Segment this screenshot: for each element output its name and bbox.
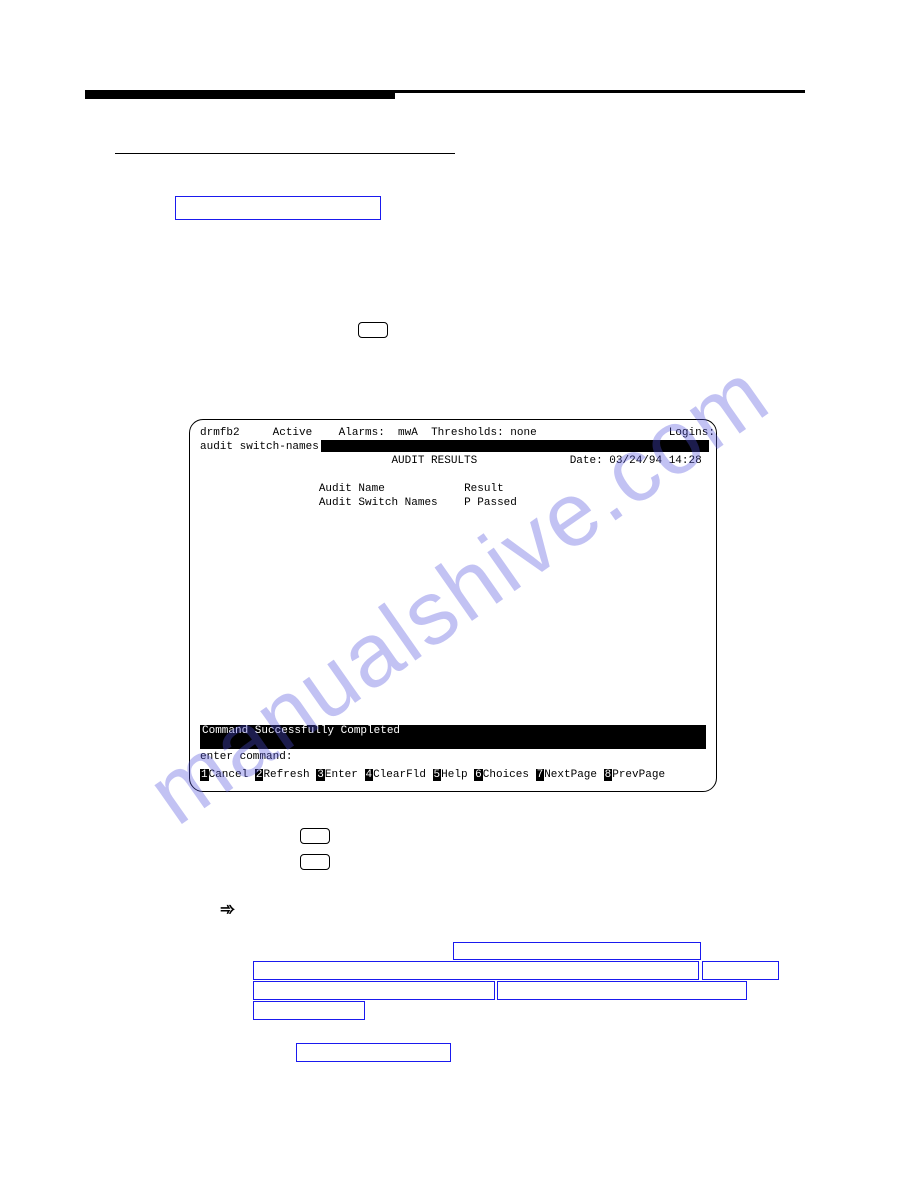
f4-num: 4 <box>365 769 374 781</box>
f1-label[interactable]: Cancel <box>209 769 249 781</box>
f8-label[interactable]: PrevPage <box>612 769 665 781</box>
f6-num: 6 <box>474 769 483 781</box>
link-box[interactable] <box>453 942 701 960</box>
link-box[interactable] <box>702 961 779 980</box>
link-box[interactable] <box>296 1043 451 1062</box>
f7-label[interactable]: NextPage <box>544 769 597 781</box>
link-box[interactable] <box>253 1001 365 1020</box>
f3-label[interactable]: Enter <box>325 769 358 781</box>
f4-label[interactable]: ClearFld <box>373 769 426 781</box>
link-box[interactable] <box>253 961 699 980</box>
blank-row <box>200 468 706 482</box>
header-rule-thick <box>85 93 395 99</box>
key-box <box>358 322 388 338</box>
f5-num: 5 <box>433 769 442 781</box>
alarms-label: Alarms: mwA <box>339 427 418 439</box>
key-box <box>300 854 330 870</box>
cmd-value: switch-names <box>240 441 319 453</box>
terminal-cols: Audit Name Result <box>200 482 706 496</box>
note-arrow-icon: ➾ <box>220 899 235 920</box>
enter-command-prompt[interactable]: enter command: <box>200 751 292 763</box>
thresholds-label: Thresholds: none <box>431 427 537 439</box>
f3-num: 3 <box>316 769 325 781</box>
terminal-header: drmfb2 Active Alarms: mwA Thresholds: no… <box>200 426 706 440</box>
f8-num: 8 <box>604 769 613 781</box>
row-name: Audit Switch Names <box>319 497 438 509</box>
section-rule <box>115 153 455 154</box>
key-box <box>300 828 330 844</box>
terminal-title: AUDIT RESULTS <box>391 455 477 467</box>
logins-label: Logins: 4 <box>669 427 717 439</box>
host-label: drmfb2 <box>200 427 240 439</box>
row-result: P Passed <box>464 497 517 509</box>
f7-num: 7 <box>536 769 545 781</box>
f6-label[interactable]: Choices <box>483 769 529 781</box>
terminal-status: Command Successfully Completed <box>200 725 706 749</box>
status-bar: Command Successfully Completed <box>200 725 706 749</box>
terminal-title-row: AUDIT RESULTS Date: 03/24/94 14:28 <box>200 454 706 468</box>
link-box[interactable] <box>175 196 381 220</box>
cmd-label: audit <box>200 441 233 453</box>
terminal-cmdline: audit switch-names <box>200 440 706 454</box>
status-text: Command Successfully Completed <box>202 725 400 737</box>
terminal-row: Audit Switch Names P Passed <box>200 496 706 510</box>
cmd-fill <box>321 440 709 452</box>
status-label: Active <box>273 427 313 439</box>
f2-label[interactable]: Refresh <box>263 769 309 781</box>
terminal-date: Date: 03/24/94 14:28 <box>570 455 702 467</box>
f1-num: 1 <box>200 769 209 781</box>
terminal-window: drmfb2 Active Alarms: mwA Thresholds: no… <box>189 419 717 792</box>
col2-header: Result <box>464 483 504 495</box>
link-box[interactable] <box>253 981 495 1000</box>
f5-label[interactable]: Help <box>441 769 467 781</box>
function-keys: 1Cancel 2Refresh 3Enter 4ClearFld 5Help … <box>200 769 706 781</box>
col1-header: Audit Name <box>319 483 385 495</box>
link-box[interactable] <box>497 981 747 1000</box>
